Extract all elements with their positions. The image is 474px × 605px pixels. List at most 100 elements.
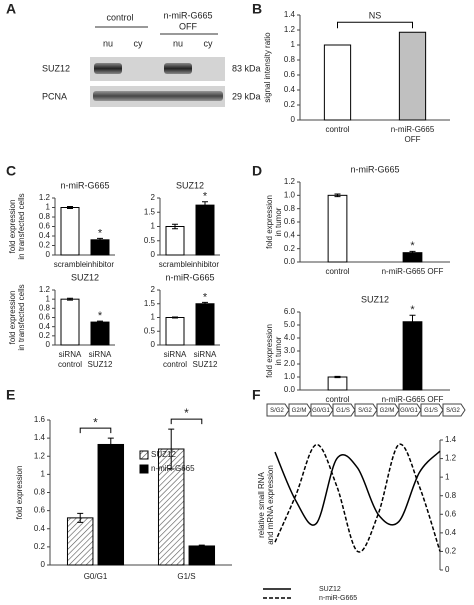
y-axis-label: fold expression — [265, 324, 274, 378]
group-label: n-miR-G665 — [163, 10, 212, 20]
y-tick-label: 0.2 — [284, 244, 296, 253]
size-label: 83 kDa — [232, 63, 261, 73]
y-tick-label: 0.2 — [39, 331, 51, 340]
panel-letter: A — [6, 1, 16, 17]
error-bar — [107, 437, 114, 452]
y-tick-label: 1 — [46, 203, 51, 212]
phase-arrow — [420, 403, 444, 417]
x-tick-label: control — [325, 267, 349, 276]
y-tick-label: 0 — [46, 340, 51, 349]
y-tick-label: 1.4 — [284, 10, 296, 19]
panel-letter: C — [6, 163, 16, 179]
error-bar — [172, 223, 178, 230]
x-tick-label: inhibitor — [86, 260, 114, 269]
bar — [195, 204, 215, 256]
y-axis-label: in tumor — [274, 336, 283, 365]
x-tick-label: G1/S — [177, 572, 195, 581]
y-tick-label: 1 — [41, 469, 46, 478]
error-bar — [172, 316, 178, 319]
annotation: * — [203, 291, 208, 303]
x-tick-label: scramble — [159, 260, 192, 269]
phase-label: G2/M — [292, 408, 307, 414]
x-tick-label: n-miR-G665 OFF — [391, 125, 435, 144]
error-bar — [77, 512, 84, 523]
bar — [327, 376, 348, 391]
panel-letter: D — [252, 163, 262, 179]
chart-title: SUZ12 — [71, 272, 99, 282]
x-tick-label: inhibitor — [191, 260, 219, 269]
y-axis-label: in transfected cells — [17, 193, 26, 259]
y-axis-label: signal intensity ratio — [263, 32, 272, 103]
protein-label: PCNA — [42, 91, 67, 101]
legend-label: SUZ12 — [319, 586, 341, 593]
x-tick-label: scramble — [54, 260, 87, 269]
y-tick-label: 1.2 — [39, 193, 51, 202]
western-blot: control n-miR-G665 OFF nu cy nu cy SUZ12… — [42, 10, 261, 107]
y-tick-label: 0 — [291, 115, 296, 124]
y-tick-label: 1.5 — [144, 207, 156, 216]
y-tick-label: 0.8 — [39, 212, 51, 221]
phase-label: G0/G1 — [400, 408, 418, 414]
error-bar — [198, 544, 205, 548]
error-bar — [168, 428, 175, 470]
x-tick-label: siRNA control — [58, 350, 82, 369]
protein-label: SUZ12 — [42, 63, 70, 73]
chart-title: SUZ12 — [361, 294, 389, 304]
panel-letter: F — [252, 387, 261, 403]
y-axis-label: fold expression — [8, 291, 17, 345]
y-tick-label: 2 — [151, 285, 156, 294]
panel-letter: E — [6, 387, 15, 403]
phase-arrow — [354, 403, 378, 417]
x-tick-label: siRNA SUZ12 — [88, 350, 113, 369]
bracket — [79, 427, 112, 434]
error-bar — [202, 201, 208, 210]
y-tick-label: 3.0 — [284, 346, 296, 355]
y-tick-label: 0.6 — [34, 506, 46, 515]
y-tick-label: 0.6 — [39, 313, 51, 322]
y-tick-label: 0 — [151, 250, 156, 259]
error-bar — [409, 314, 416, 329]
y-tick-label: 0.8 — [284, 55, 296, 64]
y-tick-label: 0.2 — [39, 241, 51, 250]
lane-label: cy — [134, 38, 144, 48]
y-tick-label: 1.0 — [284, 372, 296, 381]
y-tick-label: 1 — [151, 313, 156, 322]
bar — [327, 194, 348, 263]
series-line — [274, 443, 441, 553]
y-tick-label: 0.2 — [34, 542, 46, 551]
band — [164, 63, 192, 74]
y-tick-label: 1 — [151, 222, 156, 231]
bar — [66, 517, 94, 566]
error-bar — [334, 375, 341, 379]
y-tick-label: 4.0 — [284, 333, 296, 342]
bar — [195, 303, 215, 346]
y-tick-label: 1.5 — [144, 299, 156, 308]
panel-letter: B — [252, 1, 262, 17]
error-bar — [409, 250, 416, 255]
phase-label: G1/S — [336, 408, 350, 414]
phase-label: G1/S — [424, 408, 438, 414]
bar — [165, 317, 185, 346]
series-line — [274, 450, 441, 526]
lane-label: nu — [173, 38, 183, 48]
bracket — [170, 418, 203, 425]
phase-label: S/G2 — [270, 408, 284, 414]
legend-swatch — [139, 450, 149, 460]
annotation: * — [98, 227, 103, 239]
x-tick-label: G0/G1 — [84, 572, 108, 581]
phase-arrow — [266, 403, 290, 417]
y-tick-label: 0.6 — [445, 509, 457, 518]
y-tick-label: 1.2 — [39, 285, 51, 294]
bar — [188, 545, 216, 566]
chart-title: n-miR-G665 — [350, 164, 399, 174]
y-tick-label: 0.5 — [144, 236, 156, 245]
y-tick-label: 1.4 — [445, 435, 457, 444]
y-axis-label: fold expression — [15, 466, 24, 520]
y-axis-label: in tumor — [274, 207, 283, 236]
y-tick-label: 0.0 — [284, 385, 296, 394]
annotation: * — [410, 304, 415, 316]
y-tick-label: 0.4 — [445, 528, 457, 537]
x-tick-label: control — [325, 125, 349, 134]
size-label: 29 kDa — [232, 91, 261, 101]
bar — [90, 321, 110, 346]
